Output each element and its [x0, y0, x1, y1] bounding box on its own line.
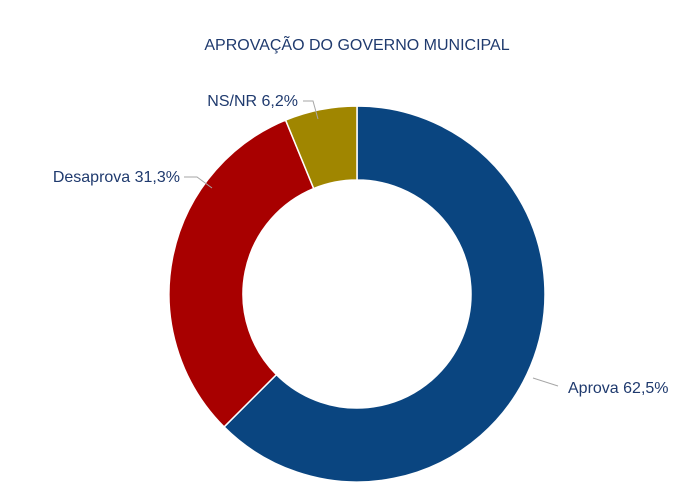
slice-ns-nr — [284, 105, 358, 190]
slice-labels: Aprova 62,5% Desaprova 31,3% NS/NR 6,2% — [53, 93, 669, 397]
chart-title: APROVAÇÃO DO GOVERNO MUNICIPAL — [204, 34, 509, 54]
slices-group — [168, 105, 546, 483]
leader-line-ns-nr — [303, 100, 319, 120]
leader-line-aprova — [532, 377, 559, 387]
slice-label-desaprova: Desaprova 31,3% — [53, 169, 180, 186]
slice-desaprova — [168, 119, 315, 428]
leader-line-desaprova — [184, 176, 213, 189]
slice-label-aprova: Aprova 62,5% — [568, 380, 669, 397]
slice-label-ns-nr: NS/NR 6,2% — [207, 93, 298, 110]
slice-aprova — [223, 105, 546, 483]
leader-lines — [184, 100, 559, 387]
